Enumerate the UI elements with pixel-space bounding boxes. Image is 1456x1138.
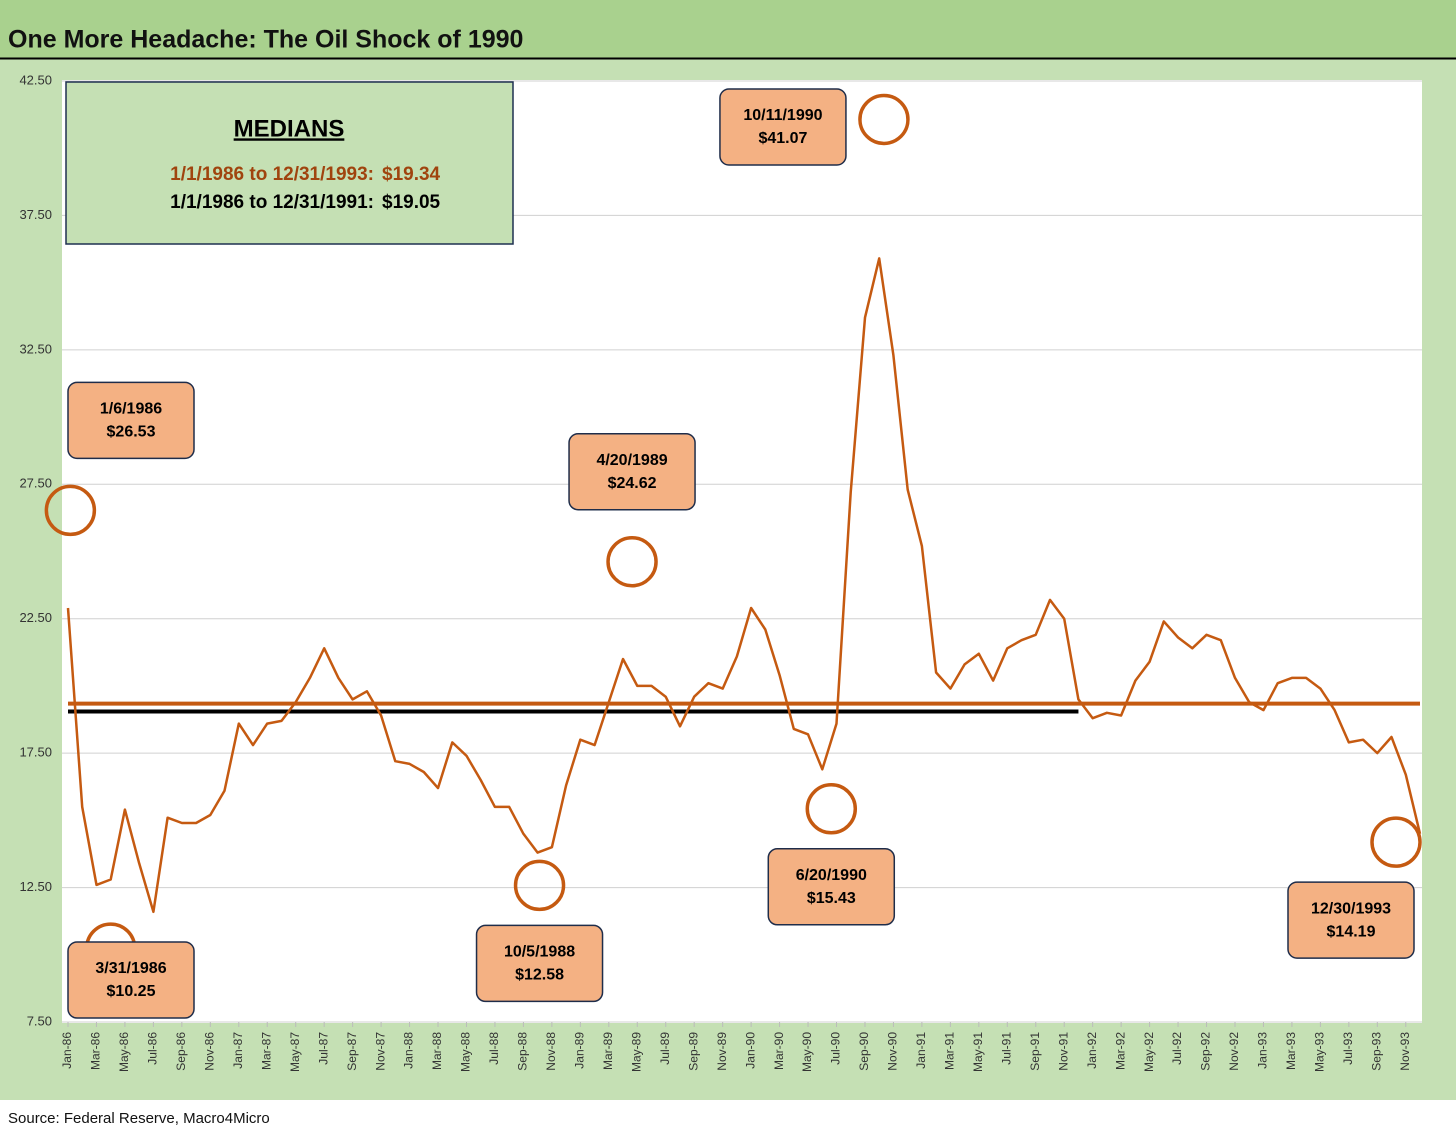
medians-title: MEDIANS [234,115,345,142]
x-tick-label: Nov-90 [886,1032,900,1071]
annotation-box [1287,881,1415,959]
x-tick-label: May-90 [800,1032,814,1072]
y-tick-label: 27.50 [19,476,52,491]
annotation-box [475,924,604,1003]
x-tick-label: Jul-88 [487,1032,501,1065]
x-tick-label: Nov-91 [1056,1032,1070,1071]
x-tick-label: Mar-86 [89,1032,103,1070]
x-tick-label: Jan-89 [573,1032,587,1069]
median-label: 1/1/1986 to 12/31/1991: [170,192,374,213]
annotation-date: 4/20/1989 [596,452,667,469]
x-tick-label: Jan-87 [231,1032,245,1069]
x-tick-label: Nov-88 [544,1032,558,1071]
x-tick-label: Jul-92 [1170,1032,1184,1065]
x-tick-label: May-91 [971,1032,985,1072]
y-tick-label: 12.50 [19,879,52,894]
annotation-circle [858,93,910,146]
x-tick-label: Jul-91 [999,1032,1013,1065]
x-tick-label: Mar-92 [1113,1032,1127,1070]
annotation-box [767,848,896,926]
annotation-box [719,88,847,166]
x-tick-label: May-88 [459,1032,473,1072]
x-tick-label: Jan-92 [1085,1032,1099,1069]
annotation-box [67,381,195,460]
annotation-date: 3/31/1986 [95,960,166,977]
x-tick-label: Jul-87 [316,1032,330,1065]
y-tick-label: 32.50 [19,341,52,356]
x-tick-label: Mar-89 [601,1032,615,1070]
x-tick-label: Mar-91 [943,1032,957,1070]
annotation-value: $12.58 [515,967,564,984]
annotation-date: 12/30/1993 [1311,900,1391,917]
x-tick-label: Jan-90 [743,1032,757,1069]
medians-box [65,81,514,245]
x-tick-label: Nov-92 [1227,1032,1241,1071]
x-tick-label: May-89 [629,1032,643,1072]
annotation-date: 10/5/1988 [504,944,575,961]
annotation-value: $24.62 [608,475,657,492]
x-tick-label: Jul-90 [829,1032,843,1065]
x-tick-label: Sep-92 [1199,1032,1213,1071]
annotation-circle [805,783,858,835]
annotation-circle [606,535,658,588]
chart-title: One More Headache: The Oil Shock of 1990 [8,26,523,54]
x-tick-label: May-93 [1313,1032,1327,1072]
median-value: $19.34 [382,164,441,185]
x-tick-label: Mar-87 [259,1032,273,1070]
annotation-circle [44,484,97,537]
price-line [66,257,1422,914]
x-tick-label: Mar-88 [430,1032,444,1070]
x-tick-label: Jan-88 [402,1032,416,1069]
x-tick-label: Jan-86 [60,1032,74,1069]
x-tick-label: Jul-93 [1341,1032,1355,1065]
x-tick-label: Sep-93 [1369,1032,1383,1071]
annotation-circle [1370,816,1422,868]
y-tick-label: 7.50 [27,1013,52,1028]
annotation-circle [513,859,566,912]
x-tick-label: Nov-93 [1398,1032,1412,1071]
x-tick-label: Jan-91 [914,1032,928,1069]
x-tick-label: Sep-87 [345,1032,359,1071]
source-band [0,1100,1456,1138]
y-tick-label: 17.50 [19,745,52,760]
annotation-value: $10.25 [107,983,156,1000]
source: Source: Federal Reserve, Macro4Micro [8,1110,270,1127]
x-tick-label: May-87 [288,1032,302,1072]
x-tick-label: Sep-88 [516,1032,530,1071]
x-tick-label: Mar-93 [1284,1032,1298,1070]
y-tick-label: 22.50 [19,610,52,625]
median-value: $19.05 [382,192,441,213]
annotation-box [67,941,195,1019]
annotation-date: 6/20/1990 [796,867,867,884]
x-tick-label: May-92 [1142,1032,1156,1072]
x-tick-label: May-86 [117,1032,131,1072]
y-tick-label: 42.50 [19,72,52,87]
x-tick-label: Nov-89 [715,1032,729,1071]
x-tick-label: Sep-91 [1028,1032,1042,1071]
annotation-value: $41.07 [758,130,807,147]
y-tick-label: 37.50 [19,207,52,222]
annotation-value: $26.53 [107,424,156,441]
x-tick-label: Sep-90 [857,1032,871,1071]
title-bar [0,0,1456,58]
annotation-value: $15.43 [807,890,856,907]
x-tick-label: Nov-86 [202,1032,216,1071]
annotation-value: $14.19 [1327,923,1376,940]
x-tick-label: Jul-89 [658,1032,672,1065]
x-tick-label: Jan-93 [1256,1032,1270,1069]
x-tick-label: Mar-90 [772,1032,786,1070]
x-tick-label: Jul-86 [146,1032,160,1065]
x-tick-label: Sep-86 [174,1032,188,1071]
annotation-date: 1/6/1986 [100,401,162,418]
annotation-box [568,432,696,511]
annotation-date: 10/11/1990 [743,107,822,124]
x-tick-label: Sep-89 [686,1032,700,1071]
median-label: 1/1/1986 to 12/31/1993: [170,164,374,185]
x-tick-label: Nov-87 [373,1032,387,1071]
